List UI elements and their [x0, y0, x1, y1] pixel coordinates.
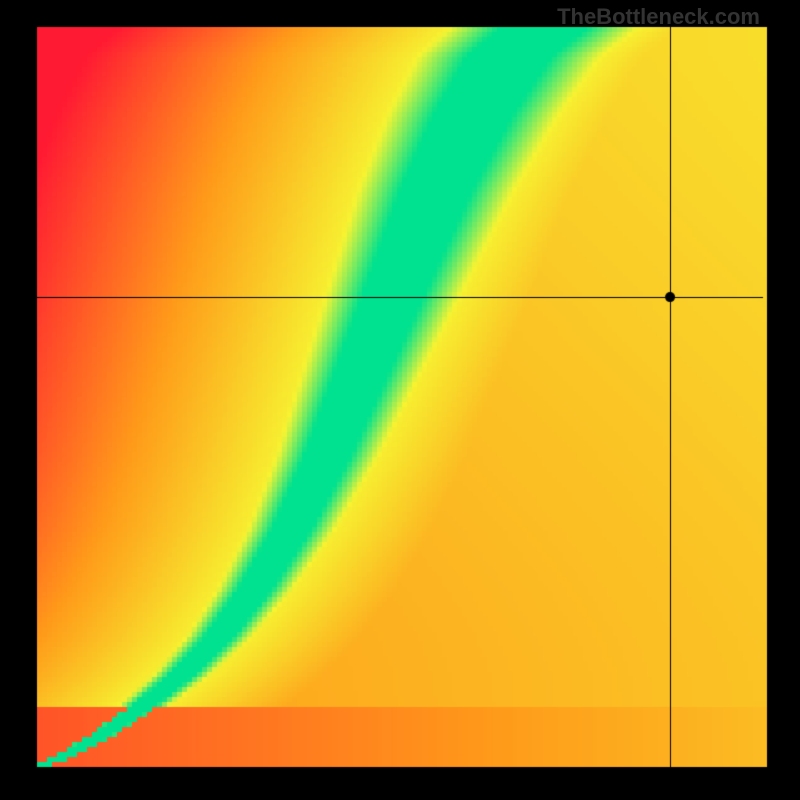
watermark-text: TheBottleneck.com [557, 4, 760, 30]
bottleneck-heatmap [0, 0, 800, 800]
chart-container: TheBottleneck.com [0, 0, 800, 800]
